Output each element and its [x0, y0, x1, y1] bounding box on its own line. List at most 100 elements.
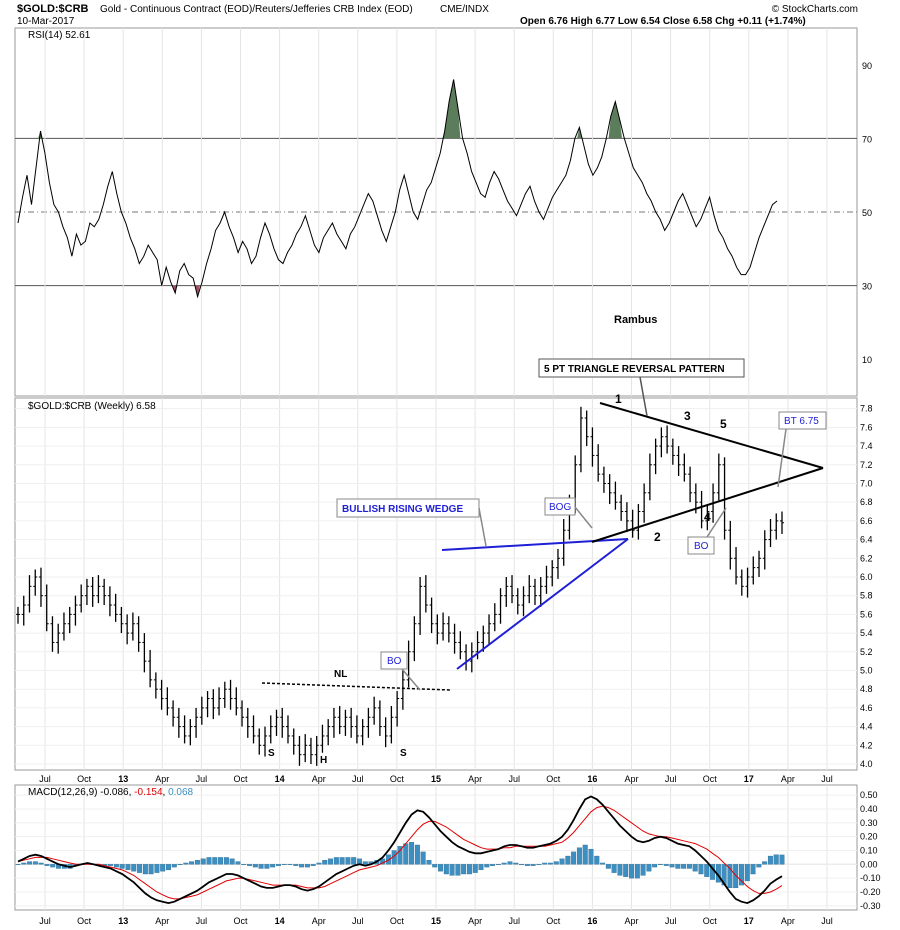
price-bar — [194, 707, 199, 738]
price-bar — [268, 715, 273, 744]
xtick-mid-18: 17 — [744, 774, 754, 784]
price-bar — [762, 530, 767, 570]
macd-hist-bar — [166, 864, 171, 871]
macd-ytick-1: 0.40 — [860, 804, 878, 814]
bo-callout-1-pointer — [401, 668, 421, 691]
macd-ytick-6: -0.10 — [860, 873, 881, 883]
macd-hist-bar — [397, 846, 403, 865]
macd-hist-bar — [605, 864, 611, 869]
price-bar — [165, 687, 170, 716]
price-bar — [452, 623, 457, 654]
price-bar — [159, 679, 164, 710]
macd-hist-bar — [727, 864, 733, 889]
macd-hist-bar — [773, 854, 779, 865]
point-2-label: 2 — [654, 530, 661, 544]
xtick-bottom-13: Oct — [546, 916, 561, 926]
macd-hist-bar — [293, 864, 299, 866]
macd-hist-bar — [160, 864, 166, 872]
macd-hist-bar — [310, 864, 316, 866]
price-bar — [245, 707, 250, 738]
bt-callout: BT 6.75 — [777, 411, 827, 488]
xtick-mid-0: Jul — [39, 774, 51, 784]
macd-hist-bar — [600, 862, 606, 865]
macd-hist-bar — [264, 864, 270, 869]
price-ytick-5: 5.0 — [860, 665, 873, 675]
price-bar — [527, 575, 532, 604]
price-bar — [441, 612, 446, 641]
wedge-top-line — [441, 538, 629, 551]
price-bar — [280, 707, 285, 738]
price-bar — [377, 700, 382, 736]
xtick-bottom-1: Oct — [77, 916, 92, 926]
price-bar — [136, 616, 141, 652]
macd-hist-bar — [339, 857, 345, 865]
price-bar — [757, 550, 762, 577]
price-bar — [498, 588, 503, 624]
price-bar — [751, 556, 756, 585]
price-bar — [429, 597, 434, 634]
macd-hist-bar — [27, 861, 33, 865]
macd-hist-bar — [119, 864, 125, 869]
bog-callout-text: BOG — [549, 502, 571, 513]
price-bar — [199, 696, 204, 725]
macd-hist-bar — [634, 864, 640, 879]
rsi-legend: RSI(14) 52.61 — [28, 30, 91, 41]
macd-ytick-5: 0.00 — [860, 859, 878, 869]
macd-hist-bar — [542, 862, 548, 865]
price-bar — [688, 466, 693, 503]
chart-exchange: CME/INDX — [440, 4, 489, 15]
rambus-label: Rambus — [614, 314, 657, 326]
macd-hist-bar — [403, 843, 409, 865]
bo-callout-2-text: BO — [694, 541, 709, 552]
macd-hist-bar — [194, 860, 200, 865]
xtick-bottom-11: Apr — [468, 916, 482, 926]
price-ytick-16: 7.2 — [860, 460, 873, 470]
price-bar — [360, 719, 365, 746]
xtick-mid-15: Apr — [624, 774, 638, 784]
macd-ytick-3: 0.20 — [860, 832, 878, 842]
xtick-mid-5: Oct — [233, 774, 248, 784]
macd-line — [17, 795, 783, 905]
price-bar — [56, 623, 61, 654]
rsi-ytick-4: 90 — [862, 61, 872, 71]
price-bar — [372, 696, 377, 725]
price-bar — [263, 726, 268, 757]
macd-hist-bar — [218, 857, 224, 865]
macd-hist-bar — [646, 864, 652, 872]
macd-series — [15, 795, 785, 905]
xtick-mid-1: Oct — [77, 774, 92, 784]
macd-hist-bar — [513, 862, 519, 865]
price-bar — [67, 606, 72, 634]
price-legend: $GOLD:$CRB (Weekly) 6.58 — [28, 401, 156, 412]
macd-hist-bar — [200, 858, 206, 865]
macd-hist-bar — [472, 864, 478, 873]
price-bar — [624, 502, 629, 533]
macd-ytick-0: 0.50 — [860, 790, 878, 800]
price-bar — [665, 425, 670, 454]
macd-hist-bar — [212, 857, 218, 865]
price-bar — [596, 444, 601, 482]
price-bar — [153, 672, 158, 699]
price-bar — [274, 709, 279, 736]
price-bar — [251, 715, 256, 744]
price-bar — [119, 606, 124, 634]
macd-hist-bar — [142, 864, 148, 875]
macd-hist-bar — [426, 860, 432, 865]
chart-description: Gold - Continuous Contract (EOD)/Reuters… — [100, 4, 413, 15]
price-bar — [492, 603, 497, 632]
bog-callout-box — [544, 497, 576, 516]
xtick-bottom-9: Oct — [390, 916, 405, 926]
price-bar — [16, 606, 20, 624]
macd-hist-bar — [461, 864, 467, 875]
xtick-mid-9: Oct — [390, 774, 405, 784]
bt-callout-text: BT 6.75 — [784, 416, 819, 427]
macd-hist-bar — [443, 864, 449, 875]
price-bar — [619, 494, 624, 521]
price-bar — [716, 453, 721, 501]
macd-hist-bar — [304, 864, 310, 868]
macd-hist-bar — [414, 844, 420, 865]
macd-hist-bar — [501, 862, 507, 865]
macd-signal-line — [17, 805, 783, 900]
price-bar — [722, 457, 727, 540]
price-bar — [73, 595, 78, 626]
